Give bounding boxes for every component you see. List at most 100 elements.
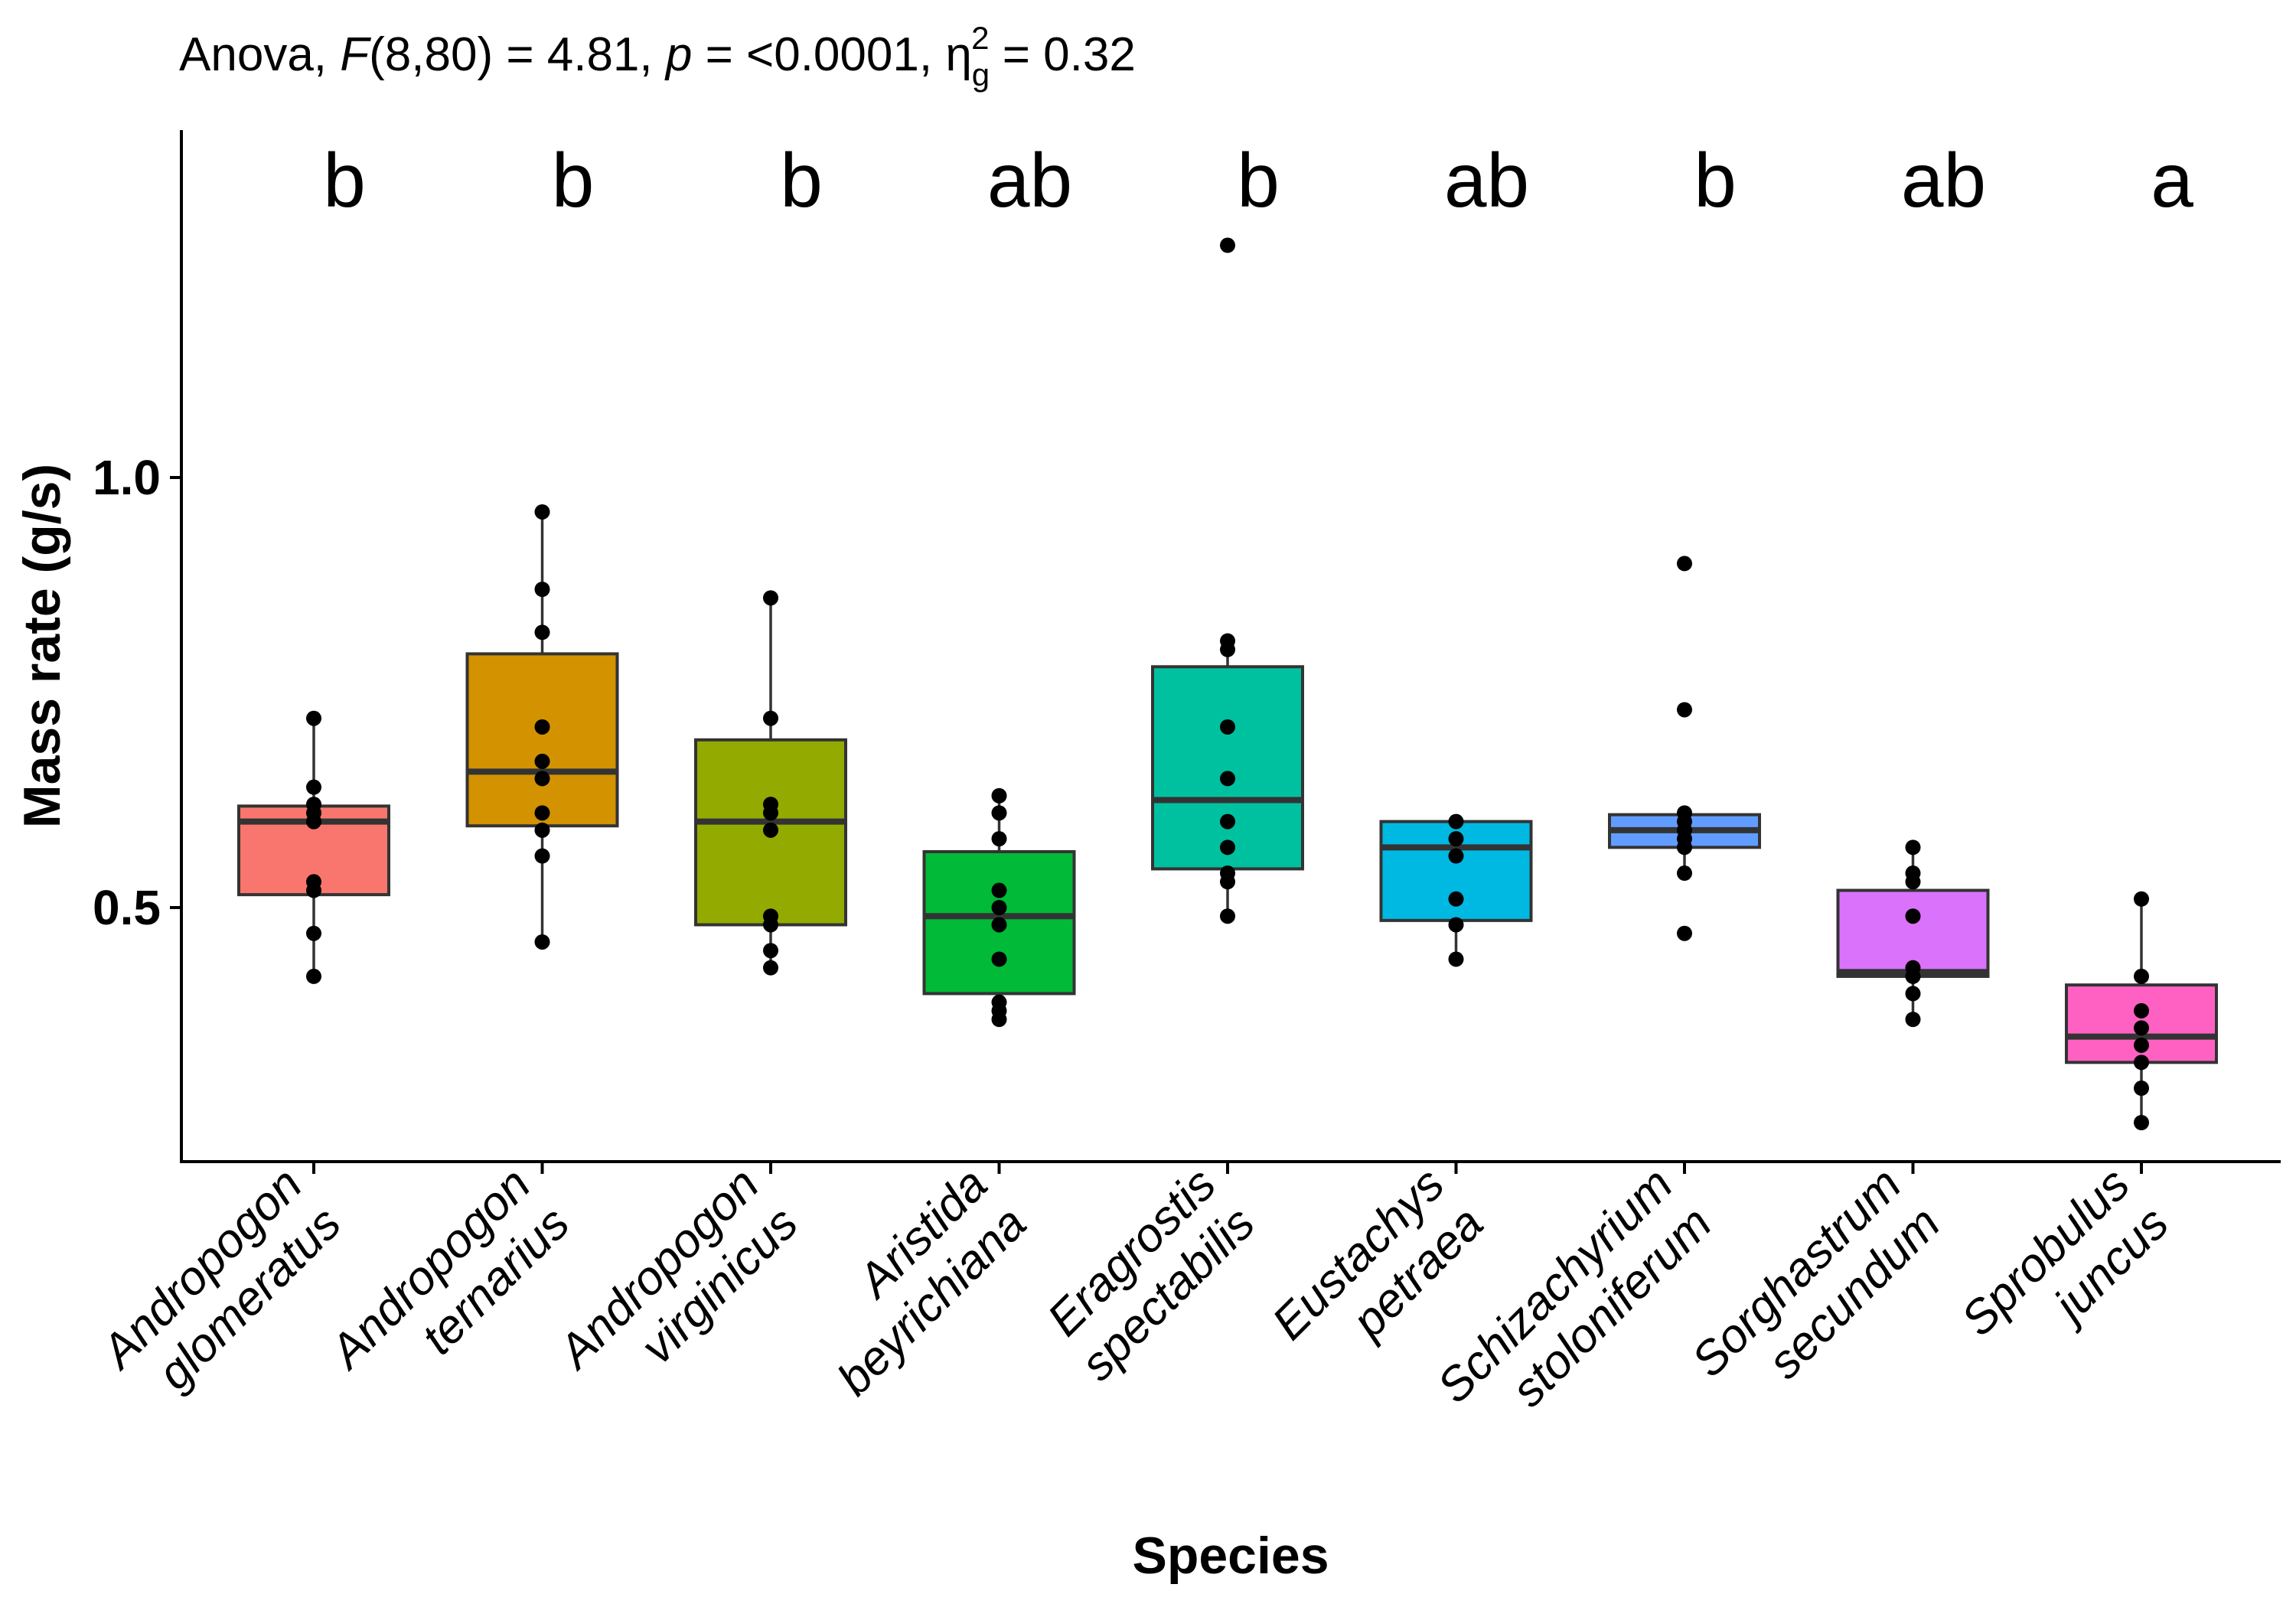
data-point <box>306 925 321 941</box>
title-f-label: F <box>340 28 371 81</box>
y-tick-label: 0.5 <box>93 880 161 935</box>
title-eta-sup: 2 <box>971 20 989 56</box>
x-tick-label: Andropogonvirginicus <box>546 1158 807 1419</box>
data-point <box>1677 839 1692 856</box>
data-point <box>1220 237 1235 253</box>
title-prefix: Anova, <box>179 28 340 81</box>
y-axis-title: Mass rate (g/s) <box>13 464 71 828</box>
significance-letter: b <box>1237 138 1280 223</box>
x-tick-label: Andropogonternarius <box>318 1158 579 1419</box>
data-point <box>1905 1012 1921 1028</box>
data-point <box>763 805 778 821</box>
significance-letter: ab <box>1444 138 1529 223</box>
data-point <box>763 822 778 838</box>
title-f-args: (8,80) = 4.81, <box>369 28 666 81</box>
box-group: ab <box>1379 138 1533 967</box>
data-point <box>991 787 1007 804</box>
data-point <box>991 951 1007 967</box>
data-point <box>1677 556 1692 572</box>
data-point <box>763 943 778 959</box>
data-point <box>534 805 550 821</box>
data-point <box>2134 1037 2149 1053</box>
x-tick-label: Eragrostisspectabilis <box>1032 1158 1264 1390</box>
data-point <box>763 960 778 976</box>
x-tick-label: Aristidabeyrichiana <box>788 1158 1036 1406</box>
data-point <box>2134 1002 2149 1019</box>
box <box>465 652 619 828</box>
data-point <box>991 805 1007 821</box>
data-point <box>1220 771 1235 787</box>
x-tick-label: Sprobulusjuncus <box>1952 1158 2179 1385</box>
data-point <box>991 900 1007 915</box>
box-group: b <box>1151 138 1304 924</box>
data-point <box>1905 968 1921 984</box>
significance-letter: ab <box>1901 138 1986 223</box>
data-point <box>1448 848 1464 864</box>
data-point <box>763 917 778 933</box>
box-group: b <box>465 138 619 950</box>
data-point <box>2134 1081 2149 1097</box>
box-group: b <box>1608 138 1761 941</box>
data-point <box>534 719 550 735</box>
data-point <box>2134 1115 2149 1130</box>
title-eta: η <box>945 28 971 81</box>
data-point <box>306 813 321 830</box>
significance-letter: ab <box>987 138 1072 223</box>
data-point <box>1677 702 1692 718</box>
x-tick-label: Sorghastrumsecundum <box>1682 1158 1951 1426</box>
data-point <box>306 882 321 898</box>
data-point <box>1220 908 1235 924</box>
data-point <box>1905 874 1921 890</box>
data-point <box>763 710 778 726</box>
data-point <box>534 753 550 769</box>
data-point <box>1905 986 1921 1002</box>
data-point <box>991 917 1007 933</box>
data-point <box>1905 908 1921 924</box>
data-point <box>2134 891 2149 907</box>
box <box>1151 665 1304 871</box>
box-group: b <box>694 138 847 976</box>
significance-letter: b <box>780 138 823 223</box>
data-point <box>1905 839 1921 856</box>
x-tick-label: Schizachyriumstoloniferum <box>1427 1158 1722 1452</box>
chart-title: Anova, F(8,80) = 4.81, p = <0.0001, ηg2 … <box>179 20 1136 93</box>
data-point <box>2134 1054 2149 1071</box>
data-point <box>306 710 321 726</box>
data-point <box>1220 839 1235 856</box>
box-group: ab <box>922 138 1076 1028</box>
data-point <box>306 779 321 795</box>
data-point <box>1220 719 1235 735</box>
data-point <box>534 582 550 598</box>
data-point <box>1677 865 1692 882</box>
title-p-label: p <box>664 28 692 81</box>
data-point <box>1220 641 1235 657</box>
data-point <box>534 771 550 787</box>
x-tick-label: Andropogonglomeratus <box>90 1158 351 1419</box>
data-point <box>534 822 550 838</box>
significance-letter: a <box>2151 138 2193 223</box>
data-point <box>534 624 550 641</box>
data-point <box>991 831 1007 847</box>
data-point <box>991 1012 1007 1028</box>
y-tick-label: 1.0 <box>93 450 161 505</box>
data-point <box>1448 917 1464 933</box>
data-point <box>1448 951 1464 967</box>
data-point <box>534 504 550 520</box>
title-p-value: = <0.0001, <box>692 28 945 81</box>
data-point <box>534 848 550 864</box>
x-axis-title: Species <box>1132 1527 1329 1585</box>
data-point <box>1220 813 1235 830</box>
data-point <box>1448 831 1464 847</box>
box-group: b <box>237 138 390 984</box>
title-eta-value: = 0.32 <box>990 28 1136 81</box>
data-point <box>991 882 1007 898</box>
data-point <box>2134 968 2149 984</box>
box-group: ab <box>1836 138 1990 1028</box>
data-point <box>2134 1020 2149 1036</box>
plot-layer: b b b ab b ab b ab a <box>237 138 2218 1130</box>
box-group: a <box>2065 138 2218 1130</box>
data-point <box>1677 925 1692 941</box>
data-point <box>534 934 550 950</box>
data-point <box>1448 891 1464 907</box>
